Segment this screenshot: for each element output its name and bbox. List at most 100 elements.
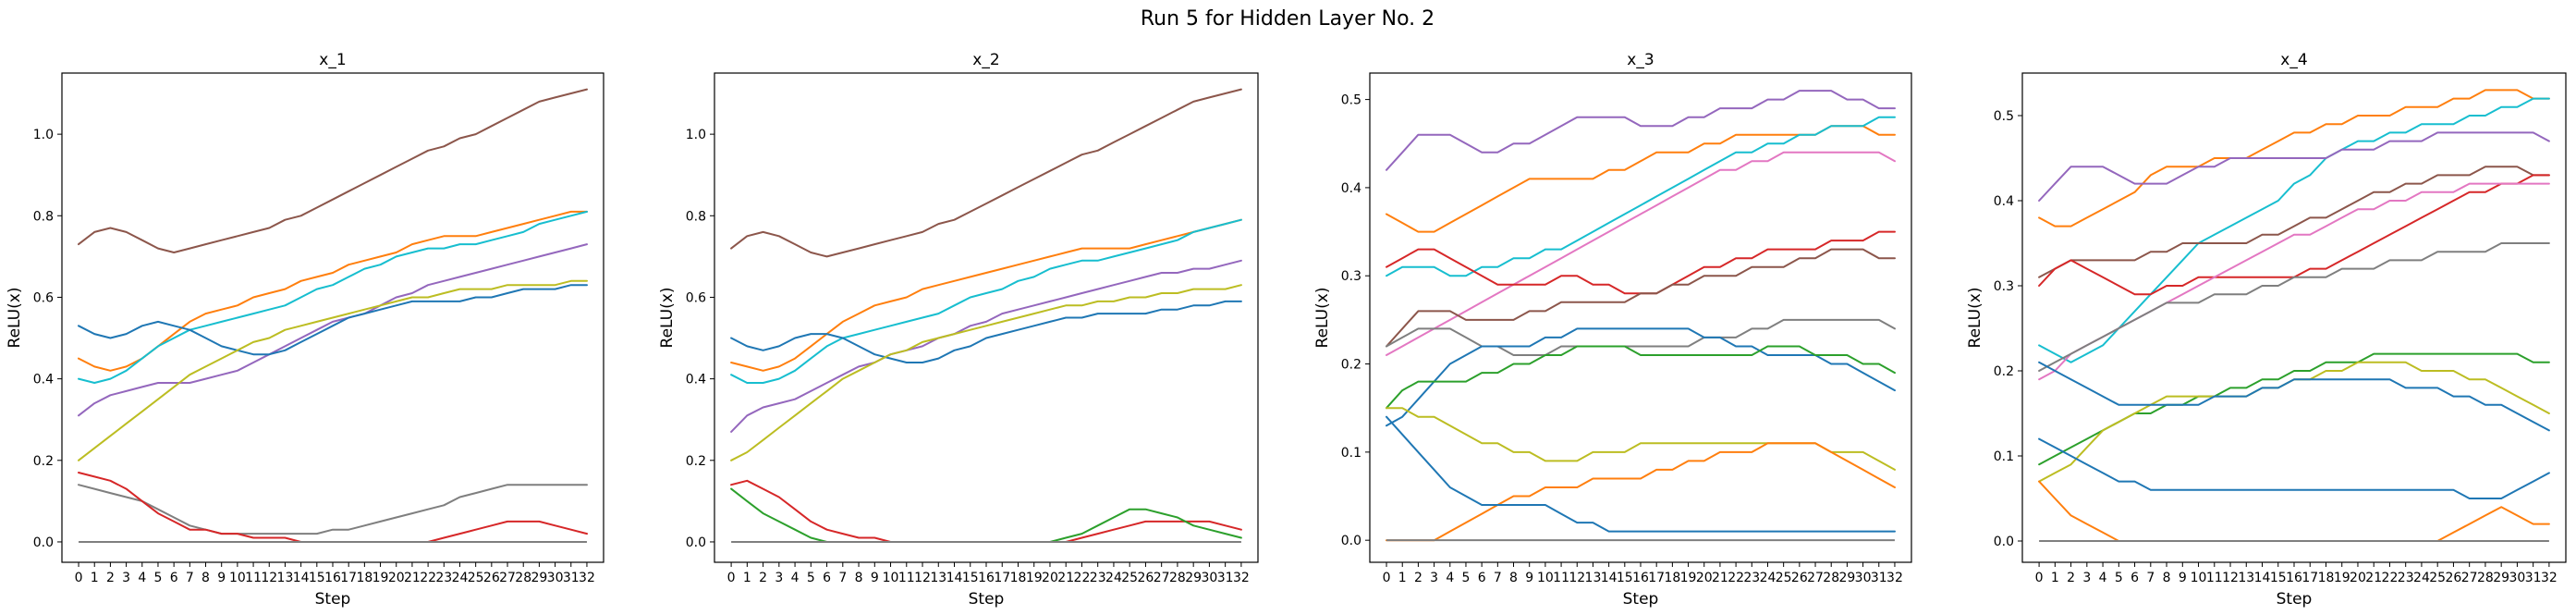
series-line-1 [78,88,588,253]
x-tick-label: 17 [2301,571,2318,585]
y-tick-label: 0.1 [1994,449,2014,464]
series-line-12 [2038,437,2550,499]
x-tick-label: 27 [1154,571,1170,585]
series-line-8 [1386,327,1896,427]
x-tick-label: 26 [1791,571,1808,585]
x-tick-label: 11 [1553,571,1569,585]
x-tick-label: 13 [2238,571,2254,585]
x-tick-label: 1 [743,571,751,585]
x-tick-label: 29 [1838,571,1855,585]
subplot-x-2: x_2 Step ReLU(x) 0.00.20.40.60.81.00 1 2 3 4… [658,51,1259,609]
series-line-6 [730,284,1242,461]
series-line-1 [730,88,1242,258]
y-tick-label: 0.1 [1341,446,1361,461]
x-tick-label: 11 [898,571,915,585]
x-tick-label: 8 [855,571,863,585]
x-tick-label: 15 [2270,571,2287,585]
y-tick-label: 0.6 [686,290,706,305]
x-tick-label: 7 [838,571,847,585]
x-tick-label: 7 [2146,571,2155,585]
x-tick-label: 3 [122,571,130,585]
series-line-10 [1386,407,1896,471]
x-tick-label: 16 [2286,571,2302,585]
x-tick-label: 28 [1823,571,1839,585]
x-tick-label: 13 [1585,571,1602,585]
x-tick-label: 31 [563,571,580,585]
x-tick-label: 22 [2382,571,2399,585]
x-tick-label: 25 [2429,571,2446,585]
y-tick-label: 0.2 [33,454,54,469]
x-tick-label: 21 [404,571,421,585]
x-axis-label: Step [2277,590,2313,609]
x-tick-label: 21 [1057,571,1074,585]
x-tick-label: 18 [1010,571,1027,585]
series-line-2 [2038,97,2550,363]
x-tick-label: 28 [2477,571,2494,585]
y-tick-label: 0.8 [686,209,706,224]
series-line-5 [1386,230,1896,295]
x-tick-label: 14 [1601,571,1618,585]
y-axis-label: ReLU(x) [6,288,24,349]
x-tick-label: 28 [1169,571,1186,585]
series-line-2 [730,218,1242,372]
x-tick-label: 20 [2350,571,2366,585]
y-tick-label: 0.4 [1994,194,2014,209]
x-tick-label: 29 [1185,571,1202,585]
y-tick-label: 0.5 [1341,93,1361,108]
x-tick-label: 7 [186,571,194,585]
x-tick-label: 6 [2130,571,2139,585]
x-tick-label: 10 [1537,571,1554,585]
series-line-8 [730,487,1242,543]
x-tick-label: 0 [2035,571,2044,585]
x-tick-label: 31 [2525,571,2542,585]
series-line-7 [2038,242,2550,372]
series-line-12 [1386,415,1896,533]
x-tick-label: 27 [1807,571,1824,585]
series-line-3 [730,218,1242,384]
x-tick-label: 20 [388,571,405,585]
x-tick-label: 10 [883,571,899,585]
series-line-7 [1386,318,1896,356]
y-tick-label: 0.6 [33,290,54,305]
x-axis-label: Step [1623,590,1659,609]
x-tick-label: 23 [1090,571,1106,585]
series-line-6 [2038,182,2550,381]
x-tick-label: 15 [309,571,325,585]
y-tick-label: 0.0 [686,535,706,550]
x-tick-label: 1 [1398,571,1407,585]
x-tick-label: 6 [823,571,831,585]
series-line-8 [2038,352,2550,466]
x-tick-label: 5 [2115,571,2123,585]
x-tick-label: 17 [340,571,357,585]
x-tick-label: 11 [2206,571,2223,585]
x-tick-label: 5 [154,571,163,585]
series-line-4 [2038,166,2550,278]
x-tick-label: 26 [483,571,500,585]
series-line-4 [730,259,1242,433]
y-tick-label: 0.2 [1994,364,2014,379]
series-line-6 [78,279,588,461]
series-line-11 [1386,442,1896,542]
series-line-1 [1386,90,1896,171]
axes-frame [714,72,1259,563]
y-tick-label: 1.0 [686,128,706,142]
x-tick-label: 31 [1217,571,1234,585]
x-tick-label: 2 [1414,571,1422,585]
x-tick-label: 17 [1648,571,1665,585]
subplot-title: x_1 [319,51,346,69]
x-tick-label: 32 [1233,571,1250,585]
x-tick-label: 24 [452,571,469,585]
x-tick-label: 14 [2254,571,2271,585]
x-tick-label: 4 [791,571,800,585]
x-tick-label: 16 [1632,571,1649,585]
x-tick-label: 31 [1871,571,1887,585]
x-tick-label: 7 [1494,571,1502,585]
series-line-4 [1386,151,1896,356]
x-tick-label: 26 [2446,571,2462,585]
series-line-5 [78,284,588,356]
series-line-3 [78,210,588,384]
x-tick-label: 15 [1617,571,1633,585]
x-tick-label: 2 [106,571,115,585]
x-tick-label: 30 [2509,571,2525,585]
x-tick-label: 27 [499,571,516,585]
